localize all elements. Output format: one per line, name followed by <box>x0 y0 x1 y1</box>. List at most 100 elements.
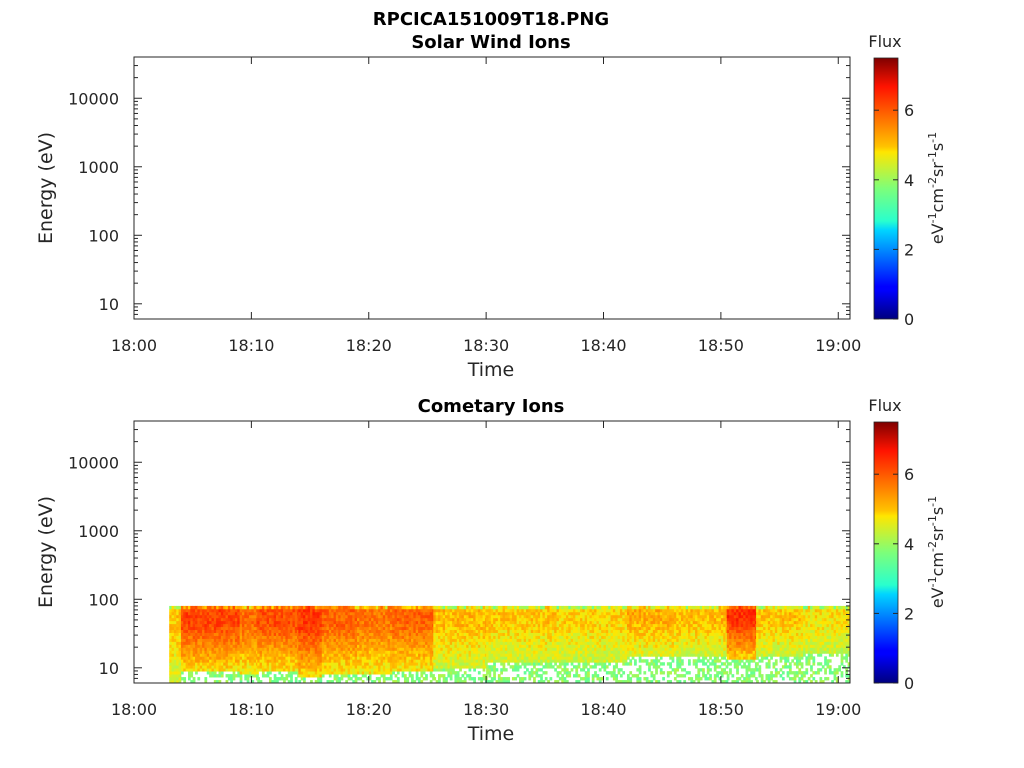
y-tick-label: 10000 <box>68 89 119 108</box>
heatmap-cell <box>190 680 194 683</box>
heatmap-cell <box>608 626 611 631</box>
heatmap-cell <box>290 680 293 683</box>
heatmap-cell <box>251 644 255 648</box>
heatmap-cell <box>171 680 175 683</box>
heatmap-cell <box>605 638 609 642</box>
heatmap-cell <box>338 644 341 648</box>
heatmap-cell <box>171 668 175 672</box>
heatmap-cell <box>612 641 616 645</box>
heatmap-cell <box>251 671 255 675</box>
heatmap-cell <box>475 653 479 657</box>
heatmap-cell <box>461 680 465 683</box>
heatmap-cell <box>406 635 410 639</box>
heatmap-cell <box>204 635 208 639</box>
heatmap-cell <box>490 632 494 636</box>
heatmap-cell <box>378 680 381 683</box>
heatmap-cell <box>452 623 455 628</box>
heatmap-cell <box>183 656 187 660</box>
heatmap-cell <box>461 605 465 610</box>
heatmap-cell <box>490 656 494 660</box>
heatmap-cell <box>482 665 486 669</box>
heatmap-cell <box>389 605 393 610</box>
heatmap-cell <box>619 623 623 628</box>
heatmap-cell <box>594 614 597 619</box>
heatmap-cell <box>239 680 243 683</box>
heatmap-cell <box>197 653 201 657</box>
heatmap-cell <box>241 644 245 648</box>
heatmap-cell <box>261 659 265 663</box>
heatmap-cell <box>375 611 379 616</box>
heatmap-cell <box>480 632 484 636</box>
heatmap-cell <box>204 629 208 633</box>
heatmap-cell <box>213 680 217 683</box>
heatmap-cell <box>227 605 231 610</box>
heatmap-cell <box>641 647 644 651</box>
heatmap-cell <box>634 674 637 678</box>
heatmap-cell <box>220 605 224 610</box>
heatmap-cell <box>530 629 534 633</box>
heatmap-cell <box>244 623 248 628</box>
heatmap-cell <box>500 629 503 633</box>
heatmap-cell <box>626 623 630 628</box>
heatmap-cell <box>271 665 275 669</box>
heatmap-cell <box>577 629 581 633</box>
heatmap-cell <box>486 629 489 633</box>
heatmap-cell <box>516 614 520 619</box>
heatmap-cell <box>347 668 351 672</box>
heatmap-cell <box>241 611 245 616</box>
heatmap-cell <box>415 674 419 678</box>
heatmap-cell <box>378 623 381 628</box>
heatmap-cell <box>232 611 236 616</box>
heatmap-cell <box>591 605 595 610</box>
heatmap-cell <box>294 620 298 625</box>
heatmap-cell <box>544 614 548 619</box>
heatmap-cell <box>528 641 532 645</box>
heatmap-cell <box>435 665 439 669</box>
heatmap-cell <box>382 623 386 628</box>
heatmap-cell <box>624 644 628 648</box>
heatmap-cell <box>535 671 539 675</box>
heatmap-cell <box>516 656 520 660</box>
heatmap-cell <box>359 605 363 610</box>
heatmap-cell <box>192 611 196 616</box>
heatmap-cell <box>278 644 282 648</box>
heatmap-cell <box>303 611 306 616</box>
heatmap-cell <box>547 662 550 666</box>
heatmap-cell <box>568 626 572 631</box>
heatmap-cell <box>300 671 304 675</box>
heatmap-cell <box>473 656 476 660</box>
heatmap-cell <box>580 629 583 633</box>
heatmap-cell <box>535 626 539 631</box>
heatmap-cell <box>202 620 205 625</box>
heatmap-cell <box>392 680 395 683</box>
heatmap-cell <box>387 626 391 631</box>
heatmap-cell <box>535 662 539 666</box>
heatmap-cell <box>429 671 433 675</box>
heatmap-cell <box>366 668 370 672</box>
heatmap-cell <box>331 617 334 622</box>
heatmap-cell <box>249 614 252 619</box>
heatmap-cell <box>303 674 306 678</box>
heatmap-cell <box>237 668 241 672</box>
heatmap-cell <box>298 611 302 616</box>
heatmap-cell <box>271 626 275 631</box>
heatmap-cell <box>310 626 313 631</box>
heatmap-cell <box>530 608 534 613</box>
heatmap-cell <box>626 656 630 660</box>
heatmap-cell <box>601 605 604 610</box>
heatmap-cell <box>364 638 367 642</box>
heatmap-cell <box>389 611 393 616</box>
heatmap-cell <box>273 674 277 678</box>
heatmap-cell <box>324 617 327 622</box>
heatmap-cell <box>442 638 446 642</box>
heatmap-cell <box>249 665 252 669</box>
heatmap-cell <box>493 623 496 628</box>
heatmap-cell <box>169 644 172 648</box>
heatmap-cell <box>249 674 252 678</box>
heatmap-cell <box>601 617 604 622</box>
heatmap-cell <box>249 644 252 648</box>
heatmap-cell <box>195 617 198 622</box>
heatmap-cell <box>452 638 455 642</box>
heatmap-cell <box>385 632 388 636</box>
heatmap-cell <box>223 623 226 628</box>
